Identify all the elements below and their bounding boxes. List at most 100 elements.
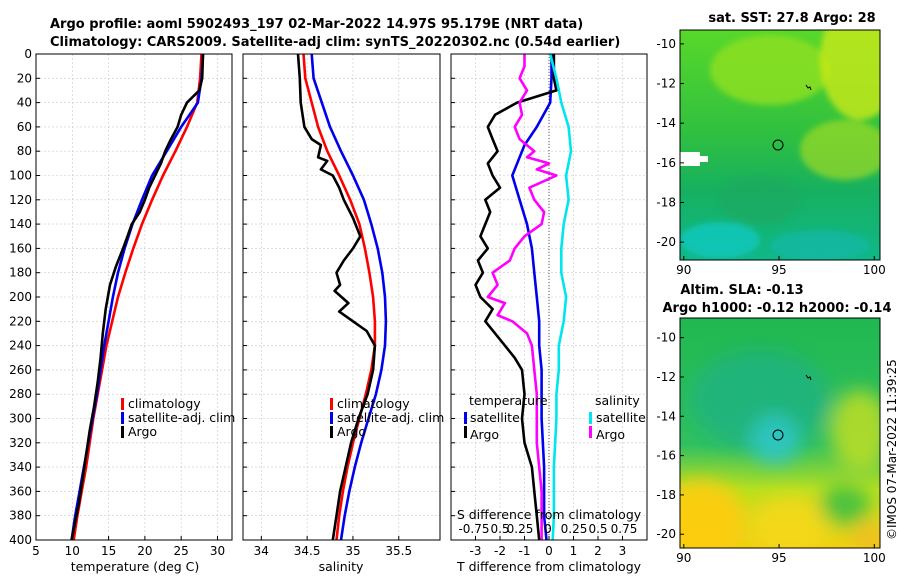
y-tick-label: 0: [24, 47, 32, 61]
legend-swatch-satellite: [330, 412, 333, 424]
y-tick-label: 220: [9, 314, 32, 328]
x-tick-label: 20: [137, 544, 152, 558]
y-tick-label: 100: [9, 169, 32, 183]
legend-temperature: climatology satellite-adj. clim Argo: [121, 396, 235, 439]
series-line-t-satellite: [510, 54, 553, 541]
y-tick-label: 60: [17, 120, 32, 134]
legend-swatch-t-argo: [464, 426, 467, 438]
map-x-tick-label: 100: [863, 551, 886, 565]
legend-label-climatology: climatology: [337, 396, 410, 411]
legend-swatch-climatology: [121, 398, 124, 410]
panel-difference: -3 -2 -1 0 1 2 3: [450, 53, 648, 558]
s-difference-tick-label: 0.25: [507, 522, 534, 536]
legend-label-t-argo: Argo: [470, 427, 499, 442]
sla-map: Altim. SLA: -0.13 Argo h1000: -0.12 h200…: [656, 283, 891, 565]
figure-title-line1: Argo profile: aoml 5902493_197 02-Mar-20…: [50, 17, 583, 32]
x-tick-label: 5: [32, 544, 40, 558]
sla-map-title: Altim. SLA: -0.13: [680, 283, 803, 298]
legend-label-t-satellite: satellite: [470, 410, 520, 425]
map-x-tick-label: 95: [771, 551, 786, 565]
imos-credit: ©IMOS 07-Mar-2022 11:39:25: [885, 359, 899, 540]
panel-salinity: 34 34.5 35 35.5: [242, 53, 441, 558]
s-difference-tick-label: 0.5: [588, 522, 607, 536]
x-tick-label: -3: [470, 544, 482, 558]
x-tick-label: 30: [210, 544, 225, 558]
y-tick-label: 320: [9, 436, 32, 450]
x-tick-label: 0: [545, 544, 553, 558]
legend-label-s-satellite: satellite: [596, 410, 646, 425]
x-tick-label: 34.5: [294, 544, 321, 558]
y-tick-label: 340: [9, 460, 32, 474]
legend-swatch-climatology: [330, 398, 333, 410]
map-y-tick-label: -14: [656, 116, 676, 130]
legend-label-argo: Argo: [128, 424, 157, 439]
s-difference-tick-label: 0: [544, 522, 552, 536]
map-y-tick-label: -18: [656, 196, 676, 210]
panel-temperature: 5 10 15 20 25 3002040608010012014016018020022…: [9, 47, 233, 558]
map-y-tick-label: -10: [656, 331, 676, 345]
legend-swatch-s-argo: [589, 426, 592, 438]
s-difference-tick-label: -0.75: [458, 522, 489, 536]
legend-label-climatology: climatology: [128, 396, 201, 411]
x-tick-label: 3: [619, 544, 627, 558]
sla-map-subtitle: Argo h1000: -0.12 h2000: -0.14: [662, 301, 891, 316]
series-line-argo: [70, 53, 205, 541]
x-tick-label: -2: [494, 544, 506, 558]
map-y-tick-label: -12: [656, 370, 676, 384]
legend-label-argo: Argo: [337, 424, 366, 439]
legend-title-temperature: temperature: [469, 393, 548, 408]
y-tick-label: 380: [9, 509, 32, 523]
legend-swatch-argo: [121, 426, 124, 438]
map-y-tick-label: -18: [656, 488, 676, 502]
map-x-tick-label: 90: [676, 551, 691, 565]
y-tick-label: 400: [9, 533, 32, 547]
map-y-tick-label: -16: [656, 449, 676, 463]
t-difference-axis-label: T difference from climatology: [456, 559, 642, 574]
map-y-tick-label: -16: [656, 156, 676, 170]
y-tick-label: 240: [9, 339, 32, 353]
x-tick-label: 34: [254, 544, 269, 558]
map-x-tick-label: 95: [771, 263, 786, 277]
x-tick-label: 25: [174, 544, 189, 558]
map-x-tick-label: 100: [863, 263, 886, 277]
s-difference-tick-label: 0.5: [490, 522, 509, 536]
y-tick-label: 160: [9, 241, 32, 255]
s-difference-axis-label: S difference from climatology: [457, 507, 642, 522]
legend-swatch-t-satellite: [464, 412, 467, 424]
legend-swatch-s-satellite: [589, 412, 592, 424]
y-tick-label: 360: [9, 484, 32, 498]
legend-salinity: climatology satellite-adj. clim Argo: [330, 396, 444, 439]
legend-swatch-argo: [330, 426, 333, 438]
series-line-argo: [296, 53, 377, 541]
x-tick-label: 2: [594, 544, 602, 558]
y-tick-label: 80: [17, 144, 32, 158]
y-tick-label: 260: [9, 363, 32, 377]
s-difference-tick-label: 0.25: [561, 522, 588, 536]
x-tick-label: 10: [65, 544, 80, 558]
legend-label-satellite: satellite-adj. clim: [128, 410, 235, 425]
y-tick-label: 280: [9, 387, 32, 401]
y-tick-label: 120: [9, 193, 32, 207]
series-line-s-argo: [486, 54, 558, 540]
series-line-satellite-adj-clim: [310, 53, 388, 541]
y-tick-label: 200: [9, 290, 32, 304]
x-tick-label: 35: [345, 544, 360, 558]
series-line-climatology: [72, 53, 203, 541]
x-tick-label: 35.5: [385, 544, 412, 558]
y-tick-label: 20: [17, 71, 32, 85]
map-y-tick-label: -14: [656, 409, 676, 423]
x-tick-label: 1: [570, 544, 578, 558]
argo-position-marker-sla: [772, 429, 784, 441]
map-y-tick-label: -12: [656, 77, 676, 91]
legend-label-satellite: satellite-adj. clim: [337, 410, 444, 425]
series-line-t-argo: [474, 54, 558, 541]
x-tick-label: 15: [101, 544, 116, 558]
legend-title-salinity: salinity: [595, 393, 640, 408]
figure-title-line2: Climatology: CARS2009. Satellite-adj cli…: [50, 35, 620, 50]
legend-swatch-satellite: [121, 412, 124, 424]
x-tick-label: -1: [519, 544, 531, 558]
series-line-s-satellite: [548, 53, 573, 541]
salinity-axis-label: salinity: [319, 559, 364, 574]
legend-difference: temperature satellite Argo salinity sate…: [464, 393, 646, 442]
